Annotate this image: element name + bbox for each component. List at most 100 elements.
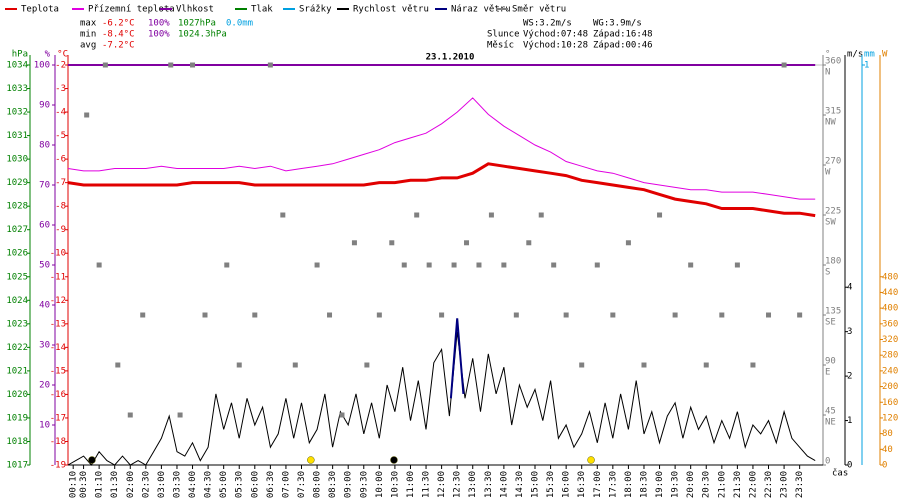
- direction-point: [750, 362, 756, 368]
- axis-unit: mm: [864, 50, 875, 60]
- direction-point: [351, 240, 357, 246]
- x-tick-label: 09:30: [359, 471, 369, 498]
- direction-point: [102, 62, 108, 68]
- direction-point: [625, 240, 631, 246]
- legend-label: Srážky: [299, 5, 332, 15]
- y-tick-label: 1031: [6, 131, 28, 141]
- axis-unit: m/s: [847, 50, 863, 60]
- y-tick-label: 120: [882, 413, 898, 423]
- direction-point: [719, 312, 725, 318]
- y-tick-label: 45: [825, 407, 836, 417]
- y-tick-label: 135: [825, 307, 841, 317]
- direction-point: [96, 262, 102, 268]
- y-tick-label: 440: [882, 288, 898, 298]
- direction-name: S: [825, 268, 830, 278]
- y-tick-label: 180: [825, 257, 841, 267]
- y-tick-label: 1019: [6, 413, 28, 423]
- x-tick-label: 17:00: [593, 471, 603, 498]
- sun-event: [587, 456, 595, 464]
- x-tick-label: 19:30: [671, 471, 681, 498]
- y-tick-label: -7: [55, 178, 66, 188]
- x-tick-label: 02:00: [126, 471, 136, 498]
- direction-point: [641, 362, 647, 368]
- direction-point: [464, 240, 470, 246]
- y-tick-label: 20: [39, 381, 50, 391]
- stat-humidity: 100%: [148, 19, 170, 29]
- legend-label: Přízemní teplota: [88, 5, 175, 15]
- direction-point: [115, 362, 121, 368]
- y-tick-label: -10: [50, 249, 66, 259]
- y-tick-label: -9: [55, 225, 66, 235]
- direction-name: SE: [825, 318, 836, 328]
- moon-label: Měsíc: [487, 41, 514, 51]
- y-tick-label: -11: [50, 272, 66, 282]
- legend-label: Rychlost větru: [353, 5, 429, 15]
- y-tick-label: -5: [55, 131, 66, 141]
- sun-rise: Východ:07:48: [523, 30, 588, 40]
- direction-point: [224, 262, 230, 268]
- y-tick-label: 1027: [6, 225, 28, 235]
- stat-label: min: [80, 30, 96, 40]
- y-tick-label: 80: [39, 141, 50, 151]
- wind-gust: WG:3.9m/s: [593, 19, 642, 29]
- stat-temp: -8.4°C: [102, 30, 135, 40]
- direction-name: SW: [825, 218, 836, 228]
- y-tick-label: 1: [847, 416, 852, 426]
- y-tick-label: 40: [882, 445, 893, 455]
- x-tick-label: 03:30: [172, 471, 182, 498]
- direction-point: [734, 262, 740, 268]
- x-tick-label: 18:00: [624, 471, 634, 498]
- y-tick-label: 1018: [6, 437, 28, 447]
- y-tick-label: 1032: [6, 108, 28, 118]
- y-tick-label: 1: [864, 61, 869, 71]
- y-tick-label: -13: [50, 319, 66, 329]
- y-tick-label: 1029: [6, 178, 28, 188]
- x-tick-label: 14:00: [499, 471, 509, 498]
- direction-point: [177, 412, 183, 418]
- x-tick-label: 10:30: [390, 471, 400, 498]
- y-tick-label: 1020: [6, 390, 28, 400]
- y-tick-label: -8: [55, 202, 66, 212]
- y-tick-label: 40: [39, 301, 50, 311]
- direction-point: [236, 362, 242, 368]
- axis-unit: °C: [57, 50, 68, 60]
- direction-point: [501, 262, 507, 268]
- x-tick-label: 22:00: [748, 471, 758, 498]
- x-tick-label: 12:30: [453, 471, 463, 498]
- x-tick-label: 20:00: [686, 471, 696, 498]
- y-tick-label: -15: [50, 366, 66, 376]
- stat-humidity: 100%: [148, 30, 170, 40]
- direction-point: [327, 312, 333, 318]
- y-tick-label: 90: [825, 357, 836, 367]
- y-tick-label: -16: [50, 390, 66, 400]
- direction-point: [127, 412, 133, 418]
- direction-point: [657, 212, 663, 218]
- direction-point: [84, 112, 90, 118]
- x-tick-label: 05:30: [235, 471, 245, 498]
- x-tick-label: 23:00: [780, 471, 790, 498]
- x-tick-label: 18:30: [639, 471, 649, 498]
- x-tick-label: 06:00: [250, 471, 260, 498]
- direction-point: [513, 312, 519, 318]
- direction-point: [688, 262, 694, 268]
- x-axis-label: čas: [832, 468, 848, 479]
- legend-label: Teplota: [21, 5, 59, 15]
- y-tick-label: 80: [882, 429, 893, 439]
- y-tick-label: 0: [825, 457, 830, 467]
- direction-point: [488, 212, 494, 218]
- x-tick-label: 16:00: [562, 471, 572, 498]
- x-tick-label: 19:00: [655, 471, 665, 498]
- y-tick-label: -2: [55, 61, 66, 71]
- sun-event: [307, 456, 315, 464]
- x-tick-label: 20:30: [702, 471, 712, 498]
- x-tick-label: 05:00: [219, 471, 229, 498]
- y-tick-label: 60: [39, 221, 50, 231]
- y-tick-label: 1024: [6, 296, 28, 306]
- y-tick-label: 360: [825, 57, 841, 67]
- x-tick-label: 03:00: [157, 471, 167, 498]
- y-tick-label: 1025: [6, 272, 28, 282]
- direction-point: [401, 262, 407, 268]
- chart-title: 23.1.2010: [426, 53, 475, 63]
- direction-point: [202, 312, 208, 318]
